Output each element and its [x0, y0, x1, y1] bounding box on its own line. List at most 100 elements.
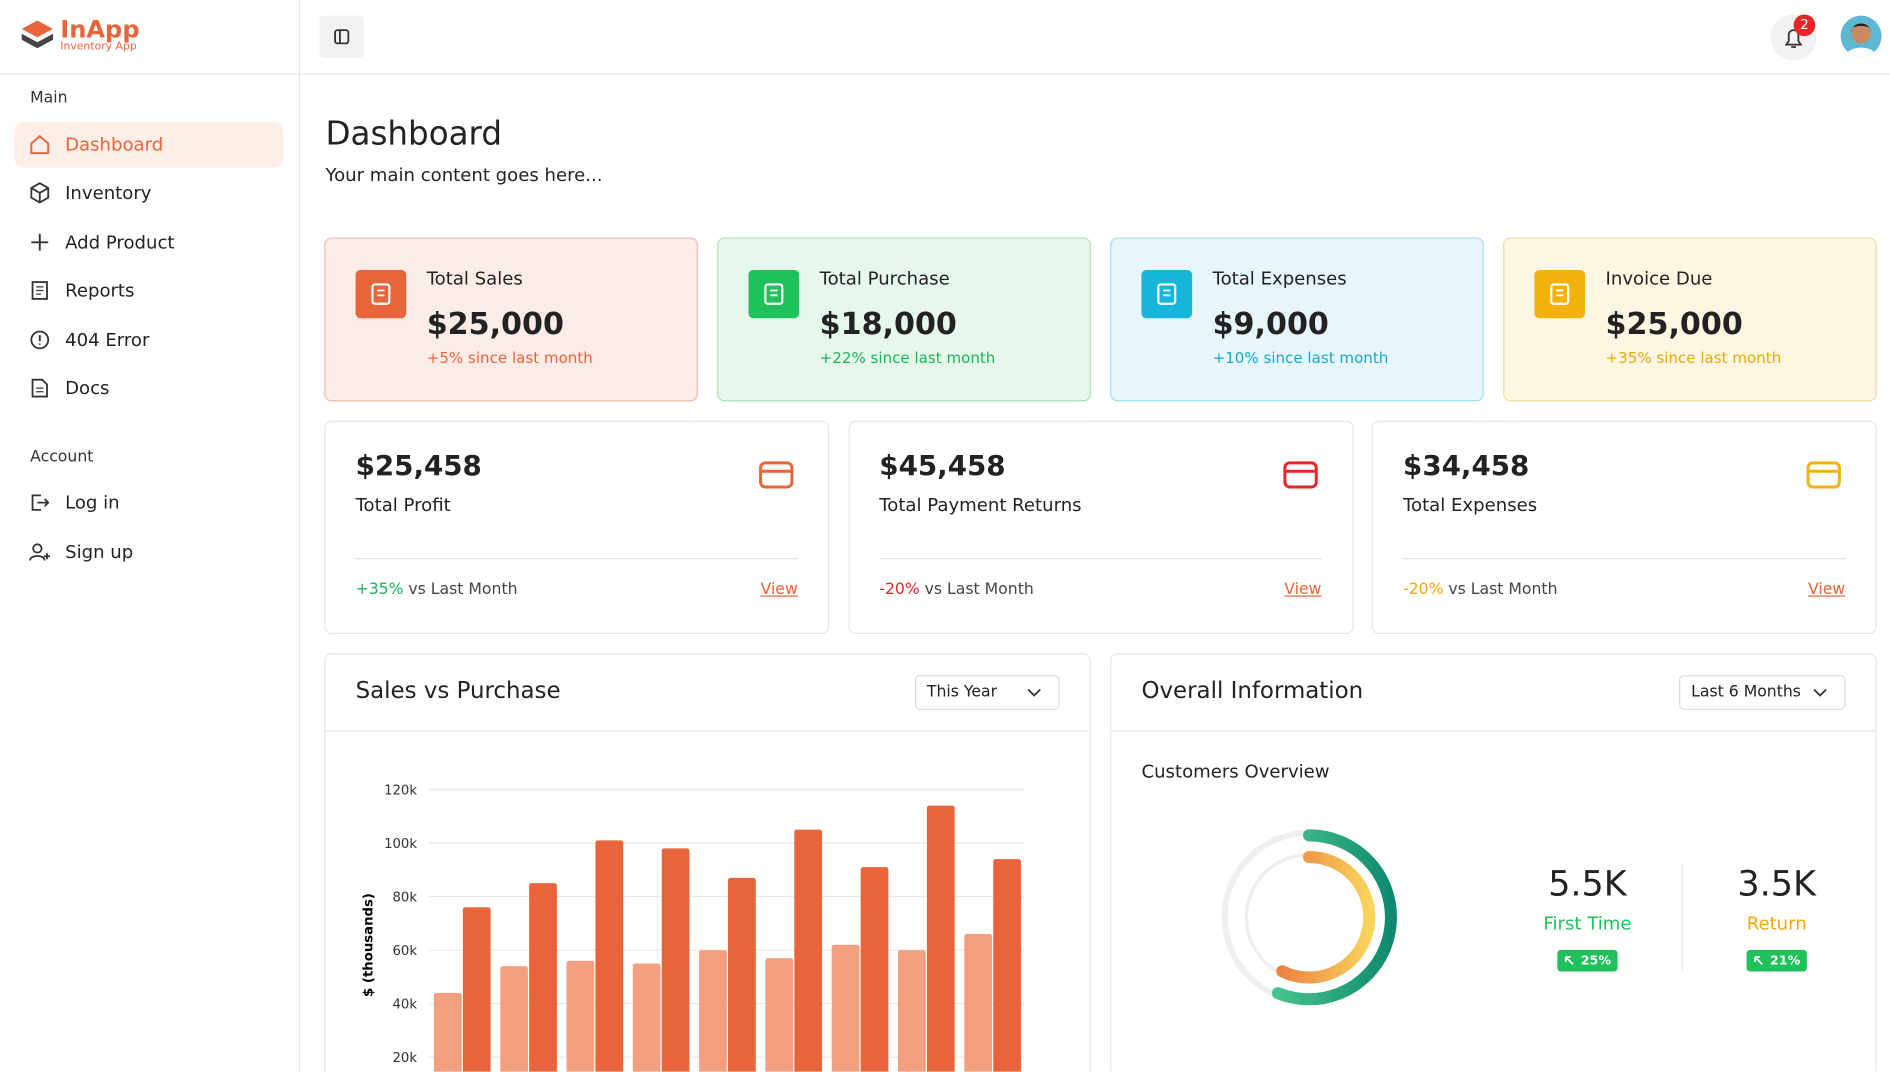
bar — [860, 867, 889, 1072]
sidebar-toggle[interactable] — [319, 15, 365, 58]
bar — [500, 966, 528, 1072]
bar — [595, 840, 624, 1072]
nav-label: Add Product — [65, 231, 175, 254]
nav-label: 404 Error — [65, 329, 150, 351]
stat-value: $25,000 — [1605, 306, 1743, 342]
metric-label: Total Profit — [355, 494, 451, 516]
nav-item[interactable]: Dashboard — [14, 121, 284, 168]
sales-panel: Sales vs Purchase This Year 20k 40k 60k 80k… — [324, 653, 1091, 1072]
y-tick-label: 120k — [384, 783, 417, 798]
dropdown-label: Last 6 Months — [1691, 683, 1801, 702]
metric-change: +35% — [355, 580, 404, 600]
metric-value: $45,458 — [879, 450, 1006, 483]
stat-value: $9,000 — [1212, 306, 1329, 342]
stat-card: Total Sales $25,000 +5% since last month — [324, 237, 698, 402]
nav-item[interactable]: Add Product — [14, 219, 283, 265]
metric-card: $25,458 Total Profit +35% vs Last Month View — [324, 420, 830, 635]
metric-card: $34,458 Total Expenses -20% vs Last Month Vi… — [1371, 420, 1877, 635]
stat-icon — [1534, 270, 1586, 319]
bar — [566, 960, 595, 1072]
donut — [1221, 829, 1398, 1006]
stat-card: Invoice Due $25,000 +35% since last month — [1503, 237, 1877, 402]
bar-chart: 20k 40k 60k 80k 100k 120k $ (thousands) — [361, 783, 1024, 1072]
metric-value: $25,458 — [355, 450, 482, 483]
overview-panel: Overall Information Last 6 Months Custom… — [1110, 653, 1877, 1072]
bar — [993, 859, 1021, 1072]
metric-card: $45,458 Total Payment Returns -20% vs Last … — [847, 420, 1354, 635]
stat-caption: Return — [1746, 912, 1807, 935]
metric-footer: -20% vs Last Month — [879, 581, 1033, 599]
stat-change: +35% since last month — [1605, 348, 1782, 367]
bar — [794, 829, 823, 1072]
nav-item[interactable]: Docs — [14, 365, 283, 411]
metric-change: -20% — [879, 580, 920, 600]
panel-title: Sales vs Purchase — [355, 677, 561, 704]
view-link[interactable]: View — [760, 580, 798, 600]
y-axis-label: $ (thousands) — [361, 893, 376, 997]
section-title: Account — [30, 448, 94, 467]
header: 2 — [300, 0, 1890, 75]
dropdown[interactable]: Last 6 Months — [1679, 675, 1846, 710]
nav-label: Sign up — [65, 541, 134, 563]
avatar[interactable] — [1840, 15, 1882, 57]
y-tick-label: 40k — [393, 997, 418, 1012]
sidebar: InApp Inventory App Main Dashboard Inven… — [0, 0, 301, 1072]
notification-badge: 2 — [1793, 14, 1816, 37]
metric-value: $34,458 — [1403, 450, 1530, 483]
stat-caption: First Time — [1543, 912, 1632, 935]
metric-label: Total Payment Returns — [879, 494, 1082, 516]
bar — [529, 883, 557, 1072]
bar — [433, 992, 462, 1072]
y-tick-label: 100k — [384, 837, 417, 852]
dropdown-label: This Year — [926, 683, 998, 702]
bar — [462, 907, 491, 1072]
nav-label: Docs — [65, 377, 110, 399]
logo-icon — [21, 20, 54, 49]
view-link[interactable]: View — [1284, 580, 1322, 600]
stat-number: 5.5K — [1548, 863, 1627, 905]
bar — [632, 963, 661, 1072]
stat-change: +10% since last month — [1212, 348, 1389, 367]
panel-subtitle: Customers Overview — [1141, 760, 1330, 783]
nav-label: Dashboard — [65, 133, 164, 156]
bar — [765, 958, 794, 1072]
bar — [661, 848, 690, 1072]
stat-card: Total Purchase $18,000 +22% since last mon… — [717, 237, 1091, 402]
nav-item[interactable]: Log in — [14, 480, 283, 526]
stat-change: +5% since last month — [426, 348, 593, 367]
view-link[interactable]: View — [1808, 580, 1846, 600]
bar — [699, 950, 727, 1072]
stat-value: $18,000 — [819, 306, 957, 342]
metric-icon — [1281, 456, 1320, 492]
bar — [926, 805, 955, 1072]
metric-change-text: vs Last Month — [408, 580, 518, 600]
brand-tagline: Inventory App — [60, 40, 137, 54]
metric-footer: -20% vs Last Month — [1403, 581, 1557, 599]
divider — [355, 558, 798, 560]
stat-value: $25,000 — [426, 306, 564, 342]
nav-item[interactable]: 404 Error — [14, 317, 283, 363]
nav-label: Inventory — [65, 182, 152, 204]
y-tick-label: 60k — [393, 944, 418, 959]
stat-badge: 21% — [1746, 949, 1807, 972]
nav-item[interactable]: Inventory — [14, 170, 283, 216]
nav-item[interactable]: Sign up — [14, 529, 283, 575]
badge-text: 25% — [1580, 953, 1612, 968]
metric-change: -20% — [1403, 580, 1444, 600]
stat-label: Total Expenses — [1212, 267, 1347, 290]
divider — [1403, 558, 1846, 560]
stat-badge: 25% — [1557, 949, 1618, 972]
nav-label: Reports — [65, 279, 135, 302]
stat-card: Total Expenses $9,000 +10% since last mont… — [1110, 237, 1484, 402]
dropdown[interactable]: This Year — [914, 675, 1060, 710]
brand-name: InApp — [60, 14, 140, 44]
stat-icon — [748, 270, 800, 319]
metric-footer: +35% vs Last Month — [356, 581, 518, 599]
stat-icon — [355, 270, 407, 319]
metric-label: Total Expenses — [1403, 494, 1538, 516]
nav-item[interactable]: Reports — [14, 268, 283, 314]
badge-text: 21% — [1769, 953, 1801, 968]
page-title: Dashboard — [325, 115, 503, 154]
stat-change: +22% since last month — [819, 348, 996, 367]
